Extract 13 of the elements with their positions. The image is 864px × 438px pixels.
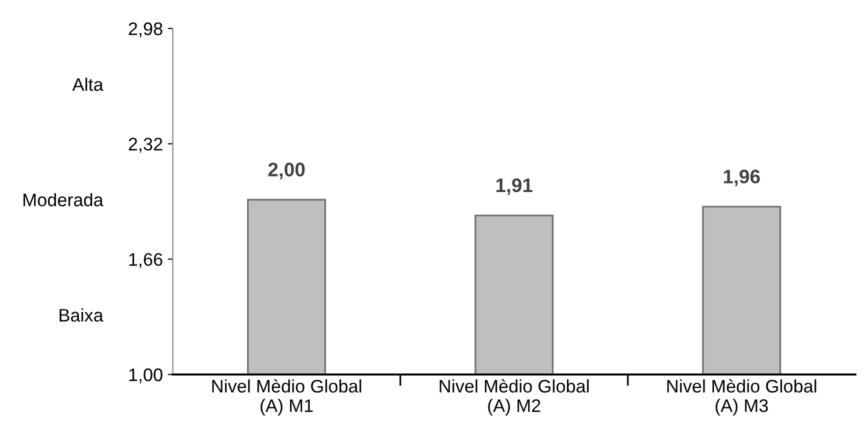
y-tick-label: 1,00 [129,368,162,384]
text: Baixa [60,308,104,322]
data-label: 2,00 [268,162,305,180]
text: Alta [72,78,104,91]
data-label: 1,91 [496,178,532,195]
y-tick-label: 2,32 [128,138,162,153]
x-tick-label: Nivel Mèdio Global (A) M2 [440,379,589,416]
y-tick-label: 2,98 [128,22,162,38]
data-label: 1,96 [724,170,760,186]
x-tick-label: Nivel Mèdio Global (A) M1 [212,379,362,416]
text: Moderada [24,193,104,206]
y-tick-label: 1,66 [129,253,162,268]
x-tick-label: Nivel Mèdio Global (A) M3 [667,379,816,416]
